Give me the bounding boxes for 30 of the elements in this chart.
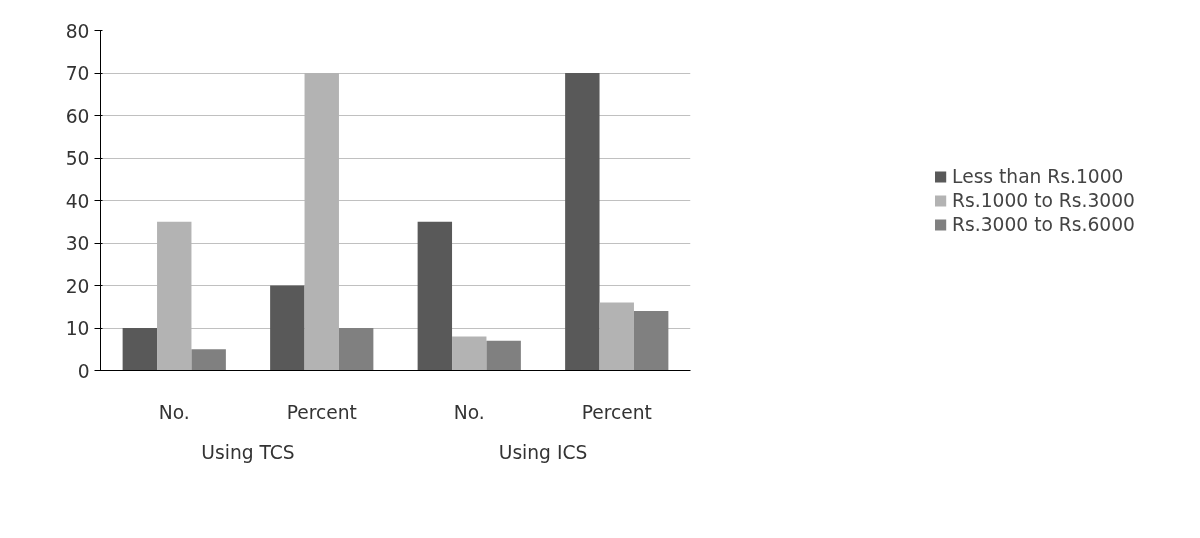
bar	[191, 349, 226, 371]
text: Using TCS	[201, 441, 295, 463]
x-tick-label: No.	[453, 401, 485, 423]
bar	[417, 221, 453, 371]
y-tick-label: 50	[65, 148, 90, 169]
y-tick-label: 60	[65, 105, 90, 127]
bar	[270, 285, 305, 371]
x-tick-label: Percent	[286, 401, 357, 423]
bar	[452, 336, 487, 371]
x-tick-label: No.	[158, 401, 190, 423]
y-tick-label: 40	[65, 190, 90, 212]
bar	[157, 221, 192, 371]
y-tick-label: 10	[65, 318, 90, 339]
bar	[122, 328, 158, 371]
y-tick-label: 70	[65, 63, 90, 84]
bar	[338, 328, 374, 371]
legend-label: Less than Rs.1000	[952, 165, 1124, 187]
bar	[599, 302, 634, 371]
text: Using ICS	[498, 441, 588, 463]
y-tick-label: 80	[65, 20, 90, 42]
bar	[633, 311, 669, 371]
y-tick-label: 20	[65, 275, 90, 297]
bar	[486, 340, 521, 371]
y-tick-label: 0	[77, 360, 90, 382]
legend-label: Rs.3000 to Rs.6000	[952, 213, 1135, 235]
bar	[304, 73, 339, 371]
x-tick-label: Percent	[581, 401, 652, 423]
y-tick-label: 30	[65, 233, 90, 254]
bar	[565, 73, 600, 371]
legend-label: Rs.1000 to Rs.3000	[952, 189, 1135, 211]
